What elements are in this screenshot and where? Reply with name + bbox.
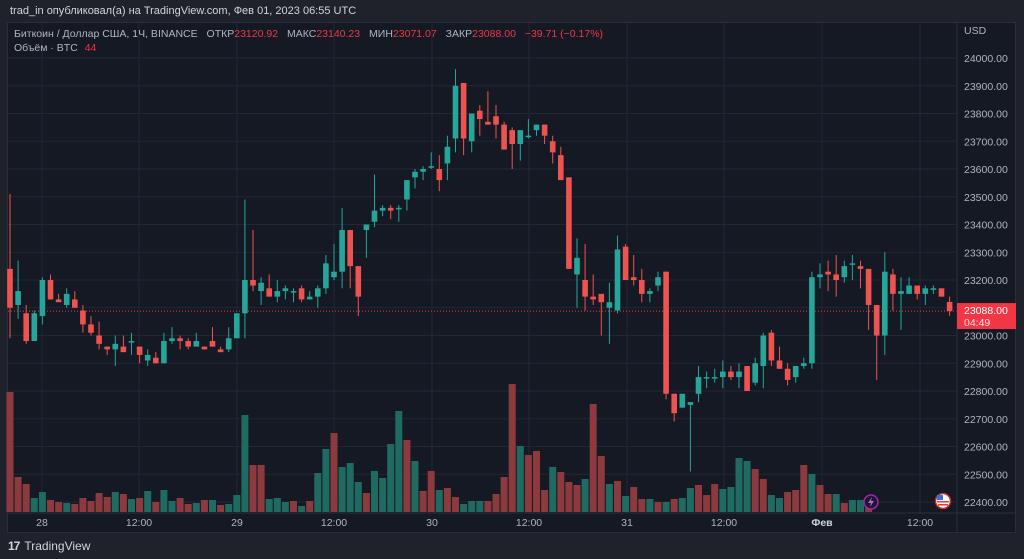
time-tick-label: 29 [231,517,243,529]
time-tick-label: 12:00 [907,517,933,529]
svg-text:23088.00: 23088.00 [964,305,1008,317]
time-tick-label: 12:00 [126,517,152,529]
open-value: 23120.92 [234,28,279,40]
volume-label[interactable]: Объём · BTC [14,42,78,54]
time-tick-label: 12:00 [516,517,542,529]
volume-bars [6,384,873,512]
price-tick-label: 22700.00 [964,414,1008,426]
time-tick-label: 28 [36,517,48,529]
price-tick-label: 22800.00 [964,386,1008,398]
price-tick-label: 23000.00 [964,331,1008,343]
publisher-header: trad_in опубликовал(а) на TradingView.co… [10,5,357,17]
time-tick-label: 12:00 [321,517,347,529]
price-axis[interactable]: 22400.00 22500.00 22600.00 22700.00 22800.00… [964,53,1008,509]
price-tick-label: 23800.00 [964,109,1008,121]
lightning-event-icon[interactable] [863,494,879,510]
time-tick-label: Фев [811,517,833,529]
price-tick-label: 23600.00 [964,164,1008,176]
time-axis[interactable]: 28 12:00 29 12:00 30 12:00 31 12:00 Фев 12:00 [36,517,933,529]
change-value: −39.71 (−0.17%) [524,28,604,40]
current-price-label: 23088.00 04:49 [957,303,1016,330]
high-value: 23140.23 [316,28,361,40]
currency-label: USD [964,25,987,37]
price-tick-label: 23300.00 [964,247,1008,259]
footer-brand[interactable]: 17 TradingView [8,539,90,553]
symbol-title[interactable]: Биткоин / Доллар США, 1Ч, BINANCE [14,28,198,40]
low-value: 23071.07 [392,28,437,40]
price-tick-label: 22600.00 [964,442,1008,454]
brand-name: TradingView [24,539,91,553]
time-tick-label: 30 [426,517,438,529]
price-tick-label: 22900.00 [964,358,1008,370]
grid-lines [8,23,957,513]
price-tick-label: 23700.00 [964,136,1008,148]
ohlc-row: Биткоин / Доллар США, 1Ч, BINANCE ОТКР23… [14,27,603,41]
price-tick-label: 22500.00 [964,469,1008,481]
high-label: МАКС [286,28,317,40]
price-tick-label: 23900.00 [964,81,1008,93]
tradingview-logo-icon: 17 [8,539,20,553]
svg-text:04:49: 04:49 [964,317,990,329]
volume-value: 44 [84,42,97,54]
candles [7,69,953,472]
price-tick-label: 23500.00 [964,192,1008,204]
close-label: ЗАКР [445,28,473,40]
price-tick-label: 22400.00 [964,497,1008,509]
time-tick-label: 12:00 [711,517,737,529]
price-tick-label: 23400.00 [964,220,1008,232]
time-tick-label: 31 [621,517,633,529]
volume-row: Объём · BTC 44 [14,41,603,55]
us-flag-event-icon[interactable] [934,492,952,510]
open-label: ОТКР [206,28,235,40]
price-tick-label: 23200.00 [964,275,1008,287]
chart-legend: Биткоин / Доллар США, 1Ч, BINANCE ОТКР23… [14,27,603,55]
low-label: МИН [369,28,393,40]
price-tick-label: 24000.00 [964,53,1008,65]
close-value: 23088.00 [472,28,516,40]
